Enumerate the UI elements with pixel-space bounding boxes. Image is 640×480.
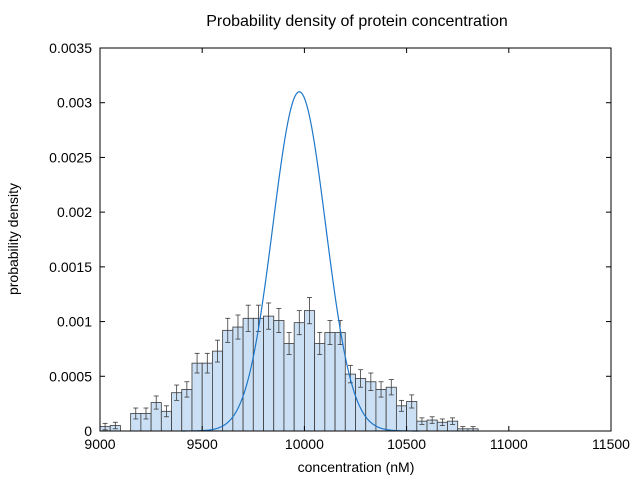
error-bar	[184, 381, 190, 398]
error-bar	[143, 407, 149, 420]
x-axis-label: concentration (nM)	[298, 459, 415, 475]
error-bar	[439, 418, 445, 426]
histogram-bar	[324, 332, 336, 432]
x-tick-label: 10500	[387, 436, 426, 452]
histogram-bar	[252, 317, 264, 432]
x-tick-label: 11500	[592, 436, 630, 452]
error-bar	[112, 421, 118, 430]
x-tick-label: 10000	[285, 436, 324, 452]
error-bar	[153, 395, 159, 410]
error-bar	[378, 381, 384, 398]
error-bar	[419, 417, 425, 425]
error-bar	[286, 332, 292, 355]
y-tick-label: 0.0005	[49, 368, 92, 384]
x-tick-label: 9000	[84, 436, 115, 452]
error-bar	[388, 379, 394, 396]
histogram-bar	[303, 310, 316, 432]
error-bar	[317, 332, 323, 355]
error-bar	[133, 407, 139, 420]
histogram-bar	[212, 350, 224, 432]
histogram-bar	[242, 317, 254, 432]
error-bar	[194, 352, 200, 374]
error-bar	[409, 394, 415, 409]
error-bar	[235, 314, 241, 340]
histogram-bars	[99, 310, 479, 432]
chart-title: Probability density of protein concentra…	[206, 13, 508, 30]
error-bar	[102, 422, 108, 431]
error-bar	[276, 308, 282, 333]
y-axis-label: probability density	[5, 183, 21, 295]
error-bar	[174, 384, 180, 401]
error-bar	[163, 405, 169, 418]
error-bars	[102, 297, 476, 432]
histogram-bar	[263, 315, 275, 432]
plot-frame	[99, 47, 612, 432]
density-curve	[181, 91, 419, 432]
x-tick-label: 11000	[490, 436, 528, 452]
error-bar	[327, 320, 333, 345]
error-bar	[225, 317, 231, 343]
x-tick-label: 9500	[187, 436, 218, 452]
histogram-bar	[273, 320, 285, 432]
y-tick-label: 0.0015	[49, 259, 92, 275]
y-tick-label: 0.003	[57, 95, 92, 111]
error-bar	[204, 352, 210, 374]
error-bar	[215, 339, 221, 363]
error-bar	[307, 297, 313, 325]
error-bar	[296, 310, 302, 336]
error-bar	[398, 399, 404, 412]
error-bar	[266, 302, 272, 330]
y-axis-ticks: 0 0.0005 0.001 0.0015 0.002 0.0025 0.003 0.0035	[49, 40, 611, 439]
y-tick-label: 0.0035	[49, 40, 92, 56]
histogram-bar	[314, 343, 326, 432]
y-tick-label: 0.001	[57, 314, 92, 330]
y-tick-label: 0.002	[57, 204, 92, 220]
histogram-bar	[283, 343, 295, 432]
error-bar	[358, 369, 364, 388]
y-tick-label: 0	[84, 423, 92, 439]
error-bar	[429, 416, 435, 424]
error-bar	[450, 417, 456, 425]
y-tick-label: 0.0025	[49, 149, 92, 165]
error-bar	[368, 372, 374, 391]
x-axis-ticks: 9000 9500 10000 10500 11000 11500	[84, 48, 630, 452]
histogram-bar	[222, 329, 234, 432]
error-bar	[245, 304, 251, 332]
histogram-bar	[293, 322, 305, 432]
